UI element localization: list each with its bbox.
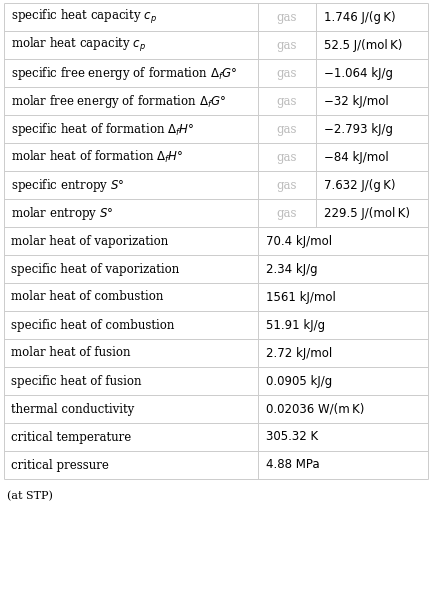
Text: (at STP): (at STP) bbox=[7, 491, 53, 501]
Text: −1.064 kJ/g: −1.064 kJ/g bbox=[324, 66, 393, 80]
Text: 305.32 K: 305.32 K bbox=[266, 431, 318, 443]
Bar bbox=[4, 367, 428, 395]
Text: 4.88 MPa: 4.88 MPa bbox=[266, 458, 319, 472]
Text: 7.632 J/(g K): 7.632 J/(g K) bbox=[324, 178, 396, 192]
Bar bbox=[4, 451, 428, 479]
Text: gas: gas bbox=[276, 151, 297, 163]
Bar bbox=[4, 3, 428, 31]
Text: 1561 kJ/mol: 1561 kJ/mol bbox=[266, 291, 335, 303]
Text: specific heat capacity $c_p$: specific heat capacity $c_p$ bbox=[11, 8, 157, 26]
Text: 0.0905 kJ/g: 0.0905 kJ/g bbox=[266, 374, 332, 388]
Text: specific free energy of formation $\Delta_f G°$: specific free energy of formation $\Delt… bbox=[11, 65, 237, 81]
Text: 1.746 J/(g K): 1.746 J/(g K) bbox=[324, 10, 396, 24]
Text: molar heat capacity $c_p$: molar heat capacity $c_p$ bbox=[11, 36, 146, 54]
Text: specific entropy $S°$: specific entropy $S°$ bbox=[11, 177, 124, 194]
Bar bbox=[4, 423, 428, 451]
Text: molar heat of vaporization: molar heat of vaporization bbox=[11, 235, 168, 247]
Text: 52.5 J/(mol K): 52.5 J/(mol K) bbox=[324, 39, 403, 51]
Text: 229.5 J/(mol K): 229.5 J/(mol K) bbox=[324, 206, 410, 219]
Text: gas: gas bbox=[276, 66, 297, 80]
Text: molar heat of formation $\Delta_f H°$: molar heat of formation $\Delta_f H°$ bbox=[11, 149, 184, 165]
Text: molar entropy $S°$: molar entropy $S°$ bbox=[11, 204, 113, 221]
Bar bbox=[4, 115, 428, 143]
Text: thermal conductivity: thermal conductivity bbox=[11, 402, 134, 415]
Text: specific heat of formation $\Delta_f H°$: specific heat of formation $\Delta_f H°$ bbox=[11, 121, 194, 137]
Text: gas: gas bbox=[276, 206, 297, 219]
Bar bbox=[4, 255, 428, 283]
Bar bbox=[4, 395, 428, 423]
Text: specific heat of vaporization: specific heat of vaporization bbox=[11, 262, 179, 276]
Bar bbox=[4, 143, 428, 171]
Text: 51.91 kJ/g: 51.91 kJ/g bbox=[266, 318, 325, 332]
Text: gas: gas bbox=[276, 10, 297, 24]
Bar bbox=[4, 31, 428, 59]
Bar bbox=[4, 283, 428, 311]
Text: gas: gas bbox=[276, 95, 297, 107]
Bar bbox=[4, 339, 428, 367]
Text: 0.02036 W/(m K): 0.02036 W/(m K) bbox=[266, 402, 364, 415]
Bar bbox=[4, 227, 428, 255]
Text: critical pressure: critical pressure bbox=[11, 458, 109, 472]
Text: specific heat of combustion: specific heat of combustion bbox=[11, 318, 175, 332]
Text: 2.72 kJ/mol: 2.72 kJ/mol bbox=[266, 347, 332, 359]
Text: molar heat of combustion: molar heat of combustion bbox=[11, 291, 163, 303]
Text: 70.4 kJ/mol: 70.4 kJ/mol bbox=[266, 235, 332, 247]
Text: molar heat of fusion: molar heat of fusion bbox=[11, 347, 130, 359]
Text: molar free energy of formation $\Delta_f G°$: molar free energy of formation $\Delta_f… bbox=[11, 92, 226, 110]
Bar bbox=[4, 199, 428, 227]
Text: specific heat of fusion: specific heat of fusion bbox=[11, 374, 142, 388]
Text: −32 kJ/mol: −32 kJ/mol bbox=[324, 95, 389, 107]
Bar bbox=[4, 59, 428, 87]
Bar bbox=[4, 311, 428, 339]
Text: gas: gas bbox=[276, 122, 297, 136]
Text: −84 kJ/mol: −84 kJ/mol bbox=[324, 151, 389, 163]
Text: 2.34 kJ/g: 2.34 kJ/g bbox=[266, 262, 317, 276]
Text: gas: gas bbox=[276, 39, 297, 51]
Text: gas: gas bbox=[276, 178, 297, 192]
Bar bbox=[4, 171, 428, 199]
Bar bbox=[4, 87, 428, 115]
Text: −2.793 kJ/g: −2.793 kJ/g bbox=[324, 122, 393, 136]
Text: critical temperature: critical temperature bbox=[11, 431, 131, 443]
